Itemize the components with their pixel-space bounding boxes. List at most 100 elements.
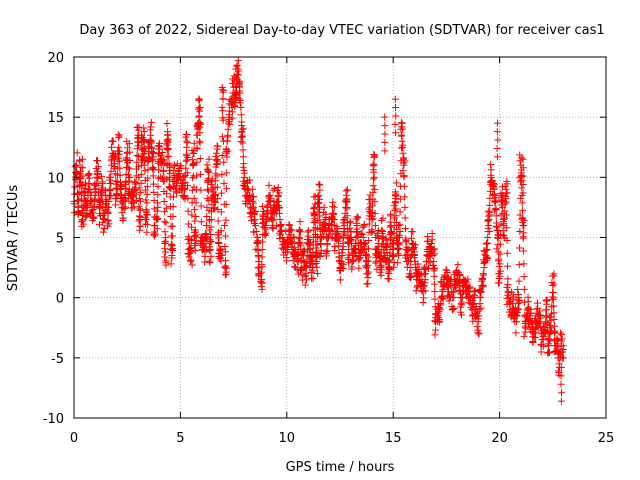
- data-point: [553, 336, 561, 344]
- data-point: [401, 203, 409, 211]
- data-point: [258, 253, 266, 261]
- data-point: [328, 203, 336, 211]
- data-point: [524, 298, 532, 306]
- data-point: [105, 191, 113, 199]
- data-point: [163, 190, 171, 198]
- spike-point: [391, 120, 399, 128]
- data-point: [337, 258, 345, 266]
- data-point: [385, 263, 393, 271]
- data-point: [401, 214, 409, 222]
- data-point: [262, 215, 270, 223]
- data-point: [502, 193, 510, 201]
- data-point: [364, 274, 372, 282]
- data-point: [269, 209, 277, 217]
- spike-point: [557, 363, 565, 371]
- data-point: [472, 302, 480, 310]
- data-point: [544, 335, 552, 343]
- data-point: [484, 227, 492, 235]
- data-point: [223, 169, 231, 177]
- data-point: [365, 228, 373, 236]
- spike-point: [519, 155, 527, 163]
- data-point: [529, 339, 537, 347]
- data-point: [399, 143, 407, 151]
- data-point: [115, 150, 123, 158]
- spike-point: [392, 129, 400, 137]
- data-point: [370, 150, 378, 158]
- data-point: [378, 226, 386, 234]
- data-point: [150, 180, 158, 188]
- data-point: [312, 237, 320, 245]
- data-point: [186, 257, 194, 265]
- data-point: [424, 233, 432, 241]
- data-point: [355, 264, 363, 272]
- spike-point: [163, 144, 171, 152]
- data-point: [104, 208, 112, 216]
- data-point: [331, 243, 339, 251]
- data-point: [486, 187, 494, 195]
- spike-point: [163, 161, 171, 169]
- data-point: [184, 207, 192, 215]
- data-point: [454, 261, 462, 269]
- data-point: [385, 275, 393, 283]
- data-point: [79, 209, 87, 217]
- data-point: [344, 239, 352, 247]
- data-point: [276, 215, 284, 223]
- data-point: [147, 123, 155, 131]
- data-point: [358, 231, 366, 239]
- data-point: [254, 264, 262, 272]
- data-point: [320, 220, 328, 228]
- data-point: [353, 219, 361, 227]
- data-point: [533, 299, 541, 307]
- data-point: [475, 330, 483, 338]
- data-point: [144, 158, 152, 166]
- data-point: [345, 251, 353, 259]
- data-point: [141, 220, 149, 228]
- data-point: [213, 172, 221, 180]
- data-point: [252, 221, 260, 229]
- data-point: [495, 255, 503, 263]
- data-point: [516, 227, 524, 235]
- data-point: [449, 288, 457, 296]
- data-point: [302, 264, 310, 272]
- data-point: [134, 142, 142, 150]
- data-point: [512, 329, 520, 337]
- data-point: [342, 187, 350, 195]
- data-point: [274, 184, 282, 192]
- data-point: [541, 324, 549, 332]
- data-point: [218, 189, 226, 197]
- data-point: [223, 153, 231, 161]
- spike-point: [381, 122, 389, 130]
- data-point: [393, 225, 401, 233]
- data-point: [149, 172, 157, 180]
- data-point: [450, 305, 458, 313]
- data-point: [328, 226, 336, 234]
- data-point: [184, 182, 192, 190]
- data-point: [78, 209, 86, 217]
- data-point: [259, 223, 267, 231]
- data-point: [91, 180, 99, 188]
- data-point: [191, 217, 199, 225]
- data-point: [497, 230, 505, 238]
- data-point: [276, 222, 284, 230]
- data-point: [313, 249, 321, 257]
- data-point: [505, 294, 513, 302]
- data-point: [517, 176, 525, 184]
- data-point: [443, 282, 451, 290]
- data-point: [105, 220, 113, 228]
- data-point: [214, 194, 222, 202]
- data-point: [436, 304, 444, 312]
- data-point: [77, 188, 85, 196]
- data-point: [529, 324, 537, 332]
- data-point: [491, 198, 499, 206]
- data-point: [504, 275, 512, 283]
- spike-point: [519, 172, 527, 180]
- data-point: [340, 229, 348, 237]
- data-point: [437, 300, 445, 308]
- data-point: [192, 199, 200, 207]
- data-point: [326, 230, 334, 238]
- data-point: [389, 244, 397, 252]
- data-point: [219, 116, 227, 124]
- data-point: [141, 157, 149, 165]
- data-point: [521, 328, 529, 336]
- data-point: [284, 234, 292, 241]
